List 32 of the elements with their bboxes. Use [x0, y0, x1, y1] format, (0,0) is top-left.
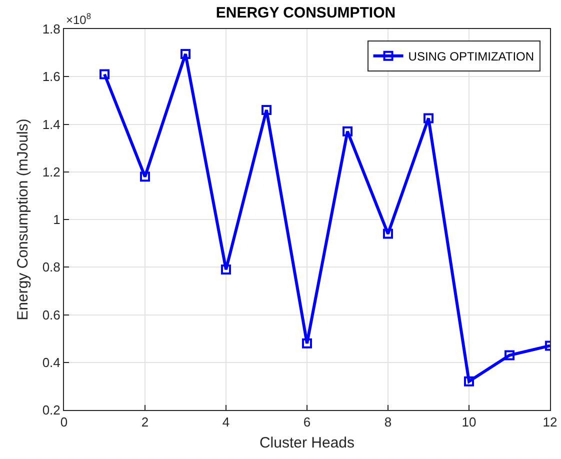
point	[180, 49, 190, 59]
chart-title: ENERGY CONSUMPTION	[216, 4, 396, 22]
y-tick-label: 0.4	[42, 354, 60, 370]
point	[424, 113, 434, 124]
y-tick-label: 1.4	[42, 116, 60, 132]
y-tick-label: 1	[53, 212, 60, 228]
y-tick-label: 1.6	[42, 69, 60, 84]
y-tick-label: 0.8	[42, 260, 60, 275]
x-axis-title: Cluster Heads	[259, 434, 355, 452]
point	[302, 338, 312, 348]
y-tick-label: 1.2	[42, 164, 60, 180]
x-tick-label: 2	[141, 414, 149, 430]
point	[140, 172, 150, 182]
x-tick-label: 8	[384, 414, 392, 430]
point	[504, 350, 514, 360]
text: ×10$^{8}$	[66, 11, 92, 28]
y-tick-label: 0.2	[42, 402, 60, 418]
y-tick-label: 0.6	[42, 307, 60, 322]
point	[383, 228, 393, 239]
x-tick-label: 0	[60, 414, 68, 430]
legend-label: USING OPTIMIZATION	[408, 50, 534, 64]
y-tick-label: 1.8	[42, 22, 60, 37]
point	[342, 126, 352, 136]
y-axis-title: Energy Consumption (mJouls)	[14, 118, 32, 320]
point	[221, 264, 231, 275]
point	[464, 376, 474, 386]
x-tick-label: 10	[462, 414, 476, 430]
x-tick-label: 6	[303, 414, 311, 430]
x-tick-label: 4	[222, 414, 230, 430]
point	[262, 104, 272, 115]
x-tick-label: 12	[542, 414, 558, 430]
point	[100, 69, 110, 80]
